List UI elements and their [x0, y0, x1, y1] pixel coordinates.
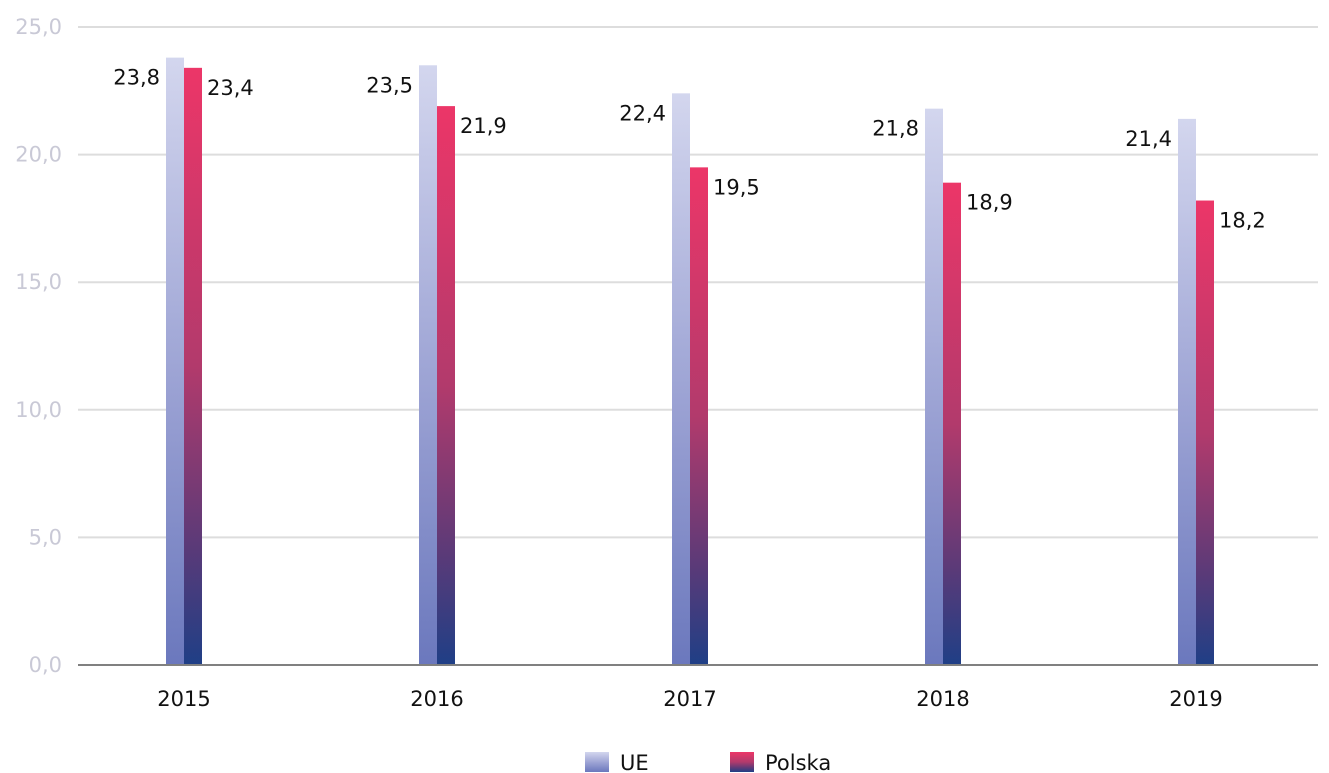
x-tick-label: 2015: [157, 687, 210, 711]
bar-polska: [437, 106, 455, 665]
x-tick-label: 2019: [1169, 687, 1222, 711]
y-tick-label: 15,0: [15, 270, 62, 294]
x-tick-label: 2018: [916, 687, 969, 711]
bar-polska: [690, 167, 708, 666]
bar-ue: [672, 93, 690, 666]
legend-label-ue: UE: [620, 751, 649, 773]
y-axis-ticks: 0,0 5,0 10,0 15,0 20,0 25,0: [15, 15, 62, 677]
y-tick-label: 25,0: [15, 15, 62, 39]
y-tick-label: 10,0: [15, 398, 62, 422]
data-label-polska: 18,9: [966, 191, 1013, 215]
data-label-ue: 21,8: [872, 117, 919, 141]
legend-swatch-ue: [585, 752, 609, 772]
x-tick-label: 2016: [410, 687, 463, 711]
data-label-polska: 18,2: [1219, 209, 1266, 233]
legend-label-polska: Polska: [765, 751, 831, 773]
y-tick-label: 5,0: [29, 525, 62, 549]
legend-swatch-polska: [730, 752, 754, 772]
data-label-polska: 19,5: [713, 175, 760, 199]
bar-ue: [925, 108, 943, 665]
data-label-polska: 23,4: [207, 76, 254, 100]
bar-ue: [166, 57, 184, 665]
y-tick-label: 0,0: [29, 653, 62, 677]
bar-polska: [1196, 200, 1214, 665]
y-tick-label: 20,0: [15, 143, 62, 167]
data-label-ue: 21,4: [1125, 127, 1172, 151]
x-tick-label: 2017: [663, 687, 716, 711]
data-labels: 23,8 23,4 23,5 21,9 22,4 19,5 21,8 18,9 21,4 18,2: [113, 66, 1266, 233]
data-label-ue: 23,8: [113, 66, 160, 90]
data-label-ue: 23,5: [366, 73, 413, 97]
x-axis-ticks: 2015 2016 2017 2018 2019: [157, 687, 1222, 711]
data-label-ue: 22,4: [619, 101, 666, 125]
bar-ue: [1178, 118, 1196, 665]
bar-polska: [943, 182, 961, 665]
bars: [166, 57, 1214, 666]
data-label-polska: 21,9: [460, 114, 507, 138]
bar-ue: [419, 65, 437, 665]
legend: UE Polska: [585, 751, 831, 773]
bar-polska: [184, 67, 202, 665]
